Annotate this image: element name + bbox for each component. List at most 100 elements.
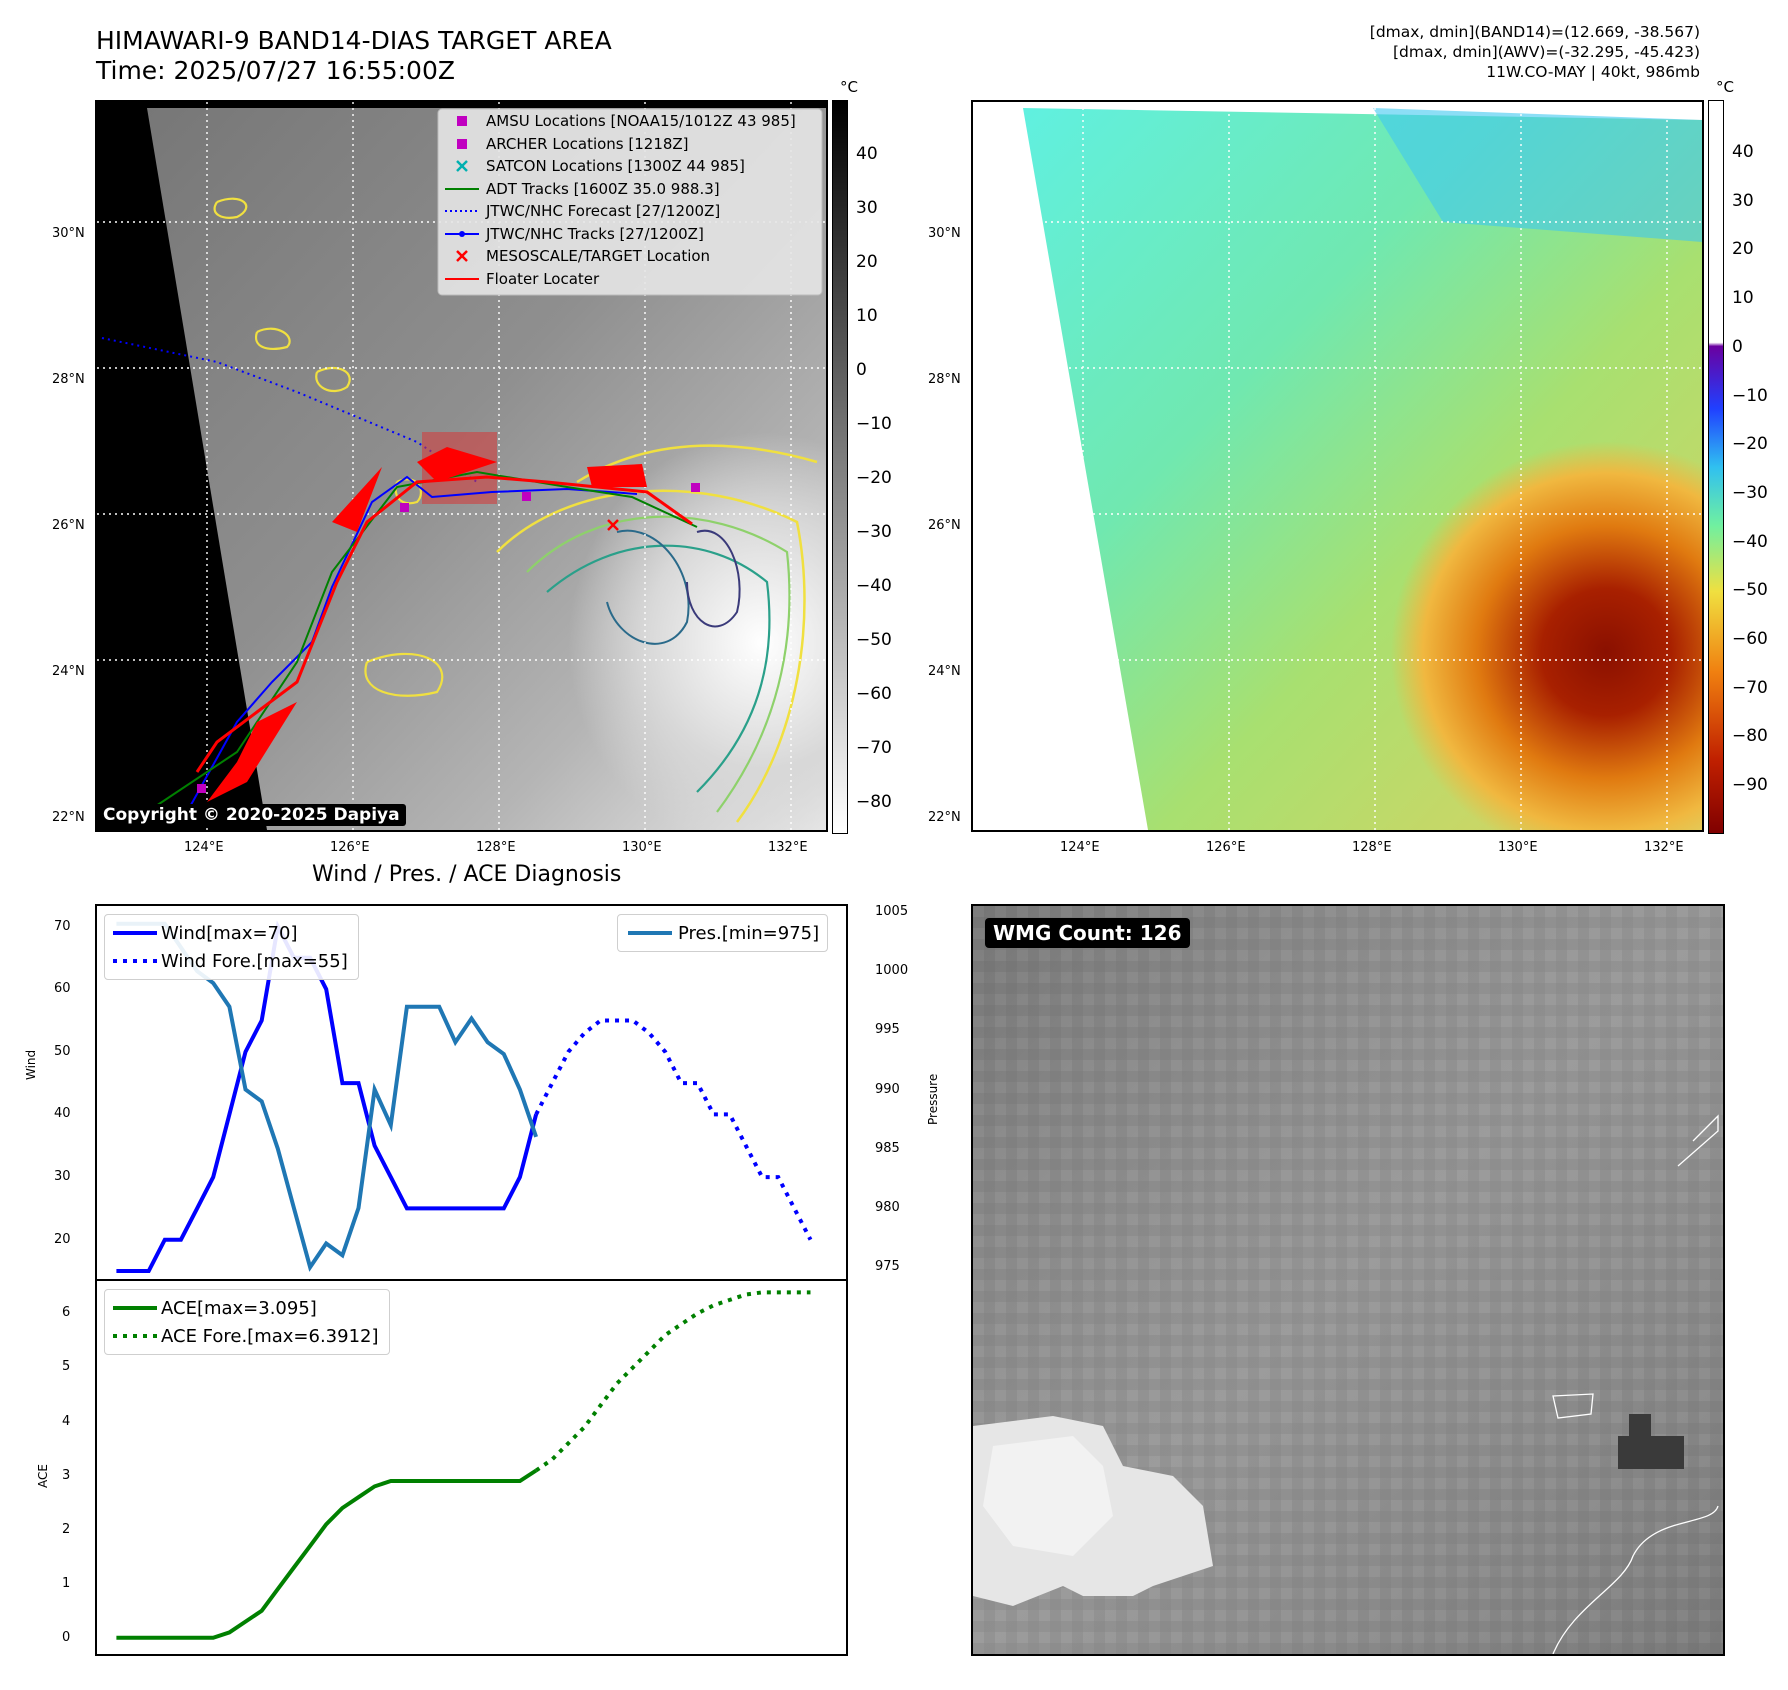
colorbar-tick-label: 0 xyxy=(1732,336,1743,357)
left-panel-title-line1: HIMAWARI-9 BAND14-DIAS TARGET AREA xyxy=(96,26,612,55)
ir-legend-item: SATCON Locations [1300Z 44 985] xyxy=(438,155,818,178)
legend-line-dot-icon xyxy=(438,223,486,245)
ace-tick-label: 6 xyxy=(62,1305,71,1321)
awv-lat-label: 28°N xyxy=(928,372,961,387)
ir-lon-label: 130°E xyxy=(622,840,662,855)
pressure-tick-label: 990 xyxy=(875,1081,900,1097)
wind-tick-label: 50 xyxy=(54,1043,71,1059)
ir-legend-item: ARCHER Locations [1218Z] xyxy=(438,133,818,156)
ir-satellite-map: Copyright © 2020-2025 Dapiya xyxy=(95,100,828,832)
legend-dotted-icon xyxy=(438,200,486,222)
wind-panel-title: Wind / Pres. / ACE Diagnosis xyxy=(312,862,622,887)
series-line-1 xyxy=(534,1018,813,1241)
left-panel-title-line2: Time: 2025/07/27 16:55:00Z xyxy=(96,56,455,85)
ace-tick-label: 1 xyxy=(62,1575,71,1591)
ace-series-line-0 xyxy=(116,1468,538,1640)
wind-tick-label: 60 xyxy=(54,981,71,997)
colorbar-tick-label: −20 xyxy=(1732,434,1768,455)
ace-tick-label: 0 xyxy=(62,1629,71,1645)
awv-lat-label: 30°N xyxy=(928,226,961,241)
ace-svg xyxy=(116,1290,811,1640)
wind-legend-label: Wind[max=70] xyxy=(161,922,298,944)
right-panel-info-line1: [dmax, dmin](BAND14)=(12.669, -38.567) xyxy=(1369,23,1700,41)
colorbar-tick-label: −80 xyxy=(856,792,892,812)
wmg-count-label: WMG Count: 126 xyxy=(985,918,1190,948)
ir-lat-label: 28°N xyxy=(52,372,85,387)
ir-colorbar-unit: °C xyxy=(840,78,858,96)
colorbar-tick-label: −60 xyxy=(1732,629,1768,649)
pressure-legend-item: Pres.[min=975] xyxy=(622,919,819,947)
copyright-label: Copyright © 2020-2025 Dapiya xyxy=(97,804,406,826)
colorbar-tick-label: 20 xyxy=(856,252,878,272)
ir-legend-label: ARCHER Locations [1218Z] xyxy=(486,134,689,153)
colorbar-tick-label: −10 xyxy=(856,414,892,434)
awv-lat-label: 22°N xyxy=(928,810,961,825)
ir-legend-item: ADT Tracks [1600Z 35.0 988.3] xyxy=(438,178,818,201)
legend-line-icon xyxy=(438,178,486,200)
colorbar-tick-label: −70 xyxy=(856,738,892,758)
ace-forecast-legend-label: ACE Fore.[max=6.3912] xyxy=(161,1325,379,1347)
ir-legend-item: JTWC/NHC Forecast [27/1200Z] xyxy=(438,200,818,223)
pressure-legend-label: Pres.[min=975] xyxy=(678,922,820,944)
awv-lat-label: 26°N xyxy=(928,518,961,533)
colorbar-tick-label: 10 xyxy=(1732,288,1754,309)
ir-legend-label: Floater Locater xyxy=(486,269,600,288)
ace-tick-label: 4 xyxy=(62,1413,71,1429)
pressure-tick-label: 975 xyxy=(875,1259,900,1275)
colorbar-tick-label: −70 xyxy=(1732,677,1768,698)
awv-colorbar xyxy=(1708,100,1724,834)
ir-lon-label: 128°E xyxy=(476,840,516,855)
awv-lon-label: 124°E xyxy=(1060,840,1100,855)
legend-x-icon xyxy=(438,245,486,267)
ir-colorbar xyxy=(832,100,848,834)
ir-lat-label: 24°N xyxy=(52,664,85,679)
ir-legend-label: MESOSCALE/TARGET Location xyxy=(486,247,711,266)
legend-line-icon xyxy=(438,268,486,290)
awv-satellite-map xyxy=(971,100,1704,832)
awv-lat-label: 24°N xyxy=(928,664,961,679)
ace-series-line-1 xyxy=(534,1290,811,1473)
pressure-tick-label: 985 xyxy=(875,1140,900,1156)
ir-lat-label: 30°N xyxy=(52,226,85,241)
colorbar-tick-label: −20 xyxy=(856,468,892,488)
colorbar-tick-label: 0 xyxy=(856,360,867,380)
legend-line-icon xyxy=(622,922,678,944)
ir-legend: AMSU Locations [NOAA15/1012Z 43 985] ARCH… xyxy=(438,110,818,290)
ace-legend-label: ACE[max=3.095] xyxy=(161,1297,317,1319)
ir-lon-label: 124°E xyxy=(184,840,224,855)
ir-lat-label: 26°N xyxy=(52,518,85,533)
legend-square-icon xyxy=(438,110,486,132)
colorbar-tick-label: 10 xyxy=(856,306,878,326)
pressure-tick-label: 980 xyxy=(875,1199,900,1215)
ir-lat-label: 22°N xyxy=(52,810,85,825)
ace-forecast-legend-item: ACE Fore.[max=6.3912] xyxy=(109,1322,379,1350)
right-panel-info-line2: [dmax, dmin](AWV)=(-32.295, -45.423) xyxy=(1393,43,1700,61)
colorbar-tick-label: −40 xyxy=(1732,531,1768,552)
ace-tick-label: 5 xyxy=(62,1359,71,1375)
colorbar-tick-label: −10 xyxy=(1732,385,1768,406)
wmg-image-panel: WMG Count: 126 xyxy=(971,904,1725,1656)
wind-legend-item: Wind[max=70] xyxy=(109,919,348,947)
colorbar-tick-label: −30 xyxy=(856,522,892,542)
colorbar-tick-label: −30 xyxy=(1732,482,1768,503)
awv-lon-label: 132°E xyxy=(1644,840,1684,855)
colorbar-tick-label: 20 xyxy=(1732,239,1754,260)
wind-axis-label: Wind xyxy=(24,1049,38,1080)
wind-tick-label: 70 xyxy=(54,918,71,934)
ace-axis-label: ACE xyxy=(36,1464,50,1488)
colorbar-tick-label: −50 xyxy=(1732,580,1768,601)
ace-legend-item: ACE[max=3.095] xyxy=(109,1294,379,1322)
legend-x-icon xyxy=(438,155,486,177)
ir-legend-label: JTWC/NHC Forecast [27/1200Z] xyxy=(486,202,721,221)
colorbar-tick-label: 30 xyxy=(856,198,878,218)
ace-chart xyxy=(95,1279,848,1656)
wind-tick-label: 20 xyxy=(54,1231,71,1247)
colorbar-tick-label: 40 xyxy=(1732,142,1754,162)
ir-legend-item: JTWC/NHC Tracks [27/1200Z] xyxy=(438,223,818,246)
colorbar-tick-label: −40 xyxy=(856,576,892,596)
ir-lon-label: 126°E xyxy=(330,840,370,855)
ir-legend-item: Floater Locater xyxy=(438,268,818,291)
pressure-tick-label: 1000 xyxy=(875,963,909,979)
ir-legend-label: AMSU Locations [NOAA15/1012Z 43 985] xyxy=(486,112,796,131)
pressure-axis-label: Pressure xyxy=(926,1073,940,1125)
